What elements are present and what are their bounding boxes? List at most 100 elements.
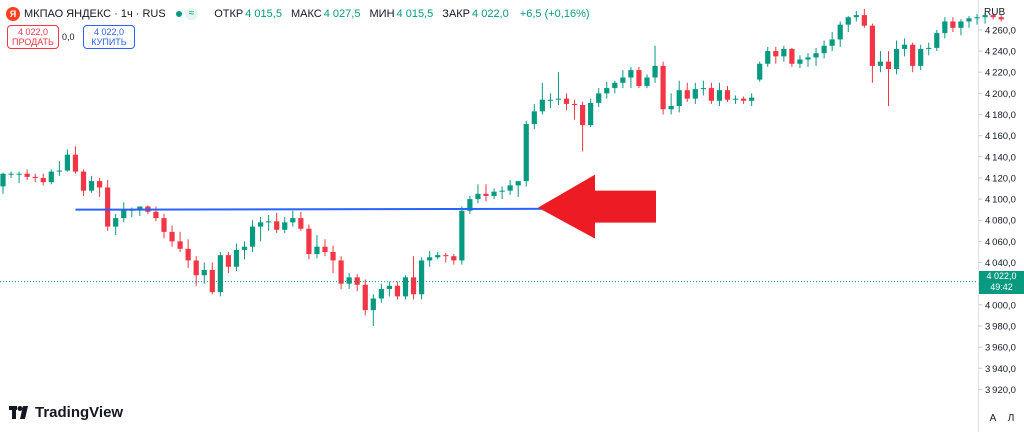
candle-body-down[interactable] [789, 48, 795, 64]
candle-body-up[interactable] [732, 98, 739, 100]
candle-body-down[interactable] [185, 248, 191, 261]
candle-body-up[interactable] [781, 48, 787, 57]
candle-body-up[interactable] [845, 17, 851, 25]
candle-body-up[interactable] [555, 98, 562, 100]
candle-body-down[interactable] [209, 269, 215, 293]
candle-body-down[interactable] [869, 25, 875, 66]
candle-body-down[interactable] [773, 51, 779, 57]
candle-body-up[interactable] [974, 17, 980, 19]
candle-body-down[interactable] [885, 61, 892, 70]
candle-body-down[interactable] [362, 284, 368, 311]
candle-body-down[interactable] [40, 177, 46, 183]
candle-body-up[interactable] [604, 88, 610, 94]
candle-body-up[interactable] [290, 218, 296, 223]
candle-body-up[interactable] [201, 269, 207, 276]
candle-body-down[interactable] [483, 193, 489, 196]
candle-body-up[interactable] [620, 77, 626, 83]
candle-body-up[interactable] [918, 48, 924, 66]
currency-selector[interactable]: RUB [984, 7, 1006, 18]
candle-body-down[interactable] [724, 90, 731, 100]
candle-body-up[interactable] [435, 255, 441, 258]
candle-body-down[interactable] [72, 154, 79, 172]
candle-body-up[interactable] [370, 298, 376, 311]
tradingview-logo[interactable]: TradingView [9, 404, 123, 421]
candle-body-up[interactable] [233, 249, 240, 267]
candle-body-up[interactable] [64, 154, 70, 171]
candle-body-up[interactable] [596, 93, 602, 103]
candle-body-up[interactable] [853, 15, 859, 18]
candle-body-up[interactable] [266, 221, 272, 223]
candle-body-down[interactable] [24, 173, 30, 177]
candle-body-up[interactable] [821, 45, 827, 54]
sell-button[interactable]: 4 022,0 ПРОДАТЬ [7, 25, 59, 49]
candle-body-down[interactable] [97, 181, 103, 188]
candle-body-down[interactable] [298, 218, 304, 229]
candle-body-up[interactable] [716, 90, 723, 101]
candle-body-up[interactable] [668, 106, 674, 110]
candle-body-up[interactable] [893, 48, 900, 70]
candle-body-up[interactable] [499, 190, 505, 192]
candle-body-down[interactable] [708, 88, 714, 101]
buy-button[interactable]: 4 022,0 КУПИТЬ [83, 25, 135, 49]
candle-body-up[interactable] [523, 124, 529, 182]
candle-body-down[interactable] [861, 15, 867, 26]
candle-body-up[interactable] [346, 277, 352, 284]
candle-body-up[interactable] [628, 70, 634, 78]
candle-body-up[interactable] [491, 191, 497, 196]
candle-body-up[interactable] [805, 57, 811, 60]
candle-body-up[interactable] [515, 181, 521, 186]
candle-body-up[interactable] [217, 255, 223, 293]
red-arrow-annotation[interactable] [538, 174, 656, 239]
candle-body-up[interactable] [507, 185, 513, 191]
candle-body-up[interactable] [56, 170, 62, 172]
candle-body-up[interactable] [8, 173, 14, 175]
candle-body-down[interactable] [410, 277, 417, 295]
candle-body-down[interactable] [660, 65, 666, 110]
candle-body-up[interactable] [652, 65, 658, 78]
candle-body-up[interactable] [926, 47, 932, 49]
candle-body-up[interactable] [757, 63, 763, 80]
candle-body-up[interactable] [829, 39, 835, 46]
log-scale-button[interactable]: Л [1007, 412, 1015, 424]
candle-body-up[interactable] [765, 51, 771, 64]
candle-body-up[interactable] [427, 257, 433, 261]
candle-body-down[interactable] [306, 228, 312, 255]
candle-body-down[interactable] [684, 90, 690, 99]
candle-body-up[interactable] [0, 173, 6, 187]
candle-body-down[interactable] [169, 231, 175, 242]
candle-body-down[interactable] [741, 98, 747, 101]
candle-body-up[interactable] [982, 15, 988, 18]
candle-body-down[interactable] [910, 44, 916, 66]
candle-body-up[interactable] [966, 18, 972, 22]
candle-body-up[interactable] [934, 33, 940, 48]
candle-body-down[interactable] [950, 21, 956, 28]
candle-body-down[interactable] [105, 187, 111, 227]
symbol-title[interactable]: МКПАО ЯНДЕКС · 1ч · RUS [24, 8, 166, 20]
candle-body-up[interactable] [958, 21, 964, 28]
candle-body-down[interactable] [580, 104, 586, 126]
candle-body-up[interactable] [258, 222, 264, 227]
candle-body-up[interactable] [16, 173, 22, 175]
candle-body-up[interactable] [121, 209, 127, 219]
candle-body-up[interactable] [813, 53, 819, 58]
candle-body-up[interactable] [588, 102, 594, 126]
candle-body-up[interactable] [88, 181, 95, 191]
candle-body-down[interactable] [177, 241, 183, 249]
candle-body-down[interactable] [563, 98, 570, 104]
candle-body-up[interactable] [700, 88, 706, 90]
candle-body-down[interactable] [322, 246, 328, 252]
candle-body-up[interactable] [314, 246, 320, 255]
candle-body-down[interactable] [394, 285, 401, 297]
candle-body-down[interactable] [274, 221, 280, 230]
candle-body-up[interactable] [547, 99, 553, 101]
candle-body-up[interactable] [837, 24, 843, 40]
candle-body-up[interactable] [644, 77, 650, 86]
candle-body-up[interactable] [419, 260, 425, 295]
auto-scale-button[interactable]: A [989, 412, 997, 424]
candle-body-up[interactable] [48, 171, 54, 183]
candle-body-up[interactable] [378, 288, 384, 299]
candle-body-up[interactable] [137, 206, 143, 210]
candle-body-up[interactable] [475, 193, 481, 200]
candle-body-down[interactable] [636, 70, 642, 86]
